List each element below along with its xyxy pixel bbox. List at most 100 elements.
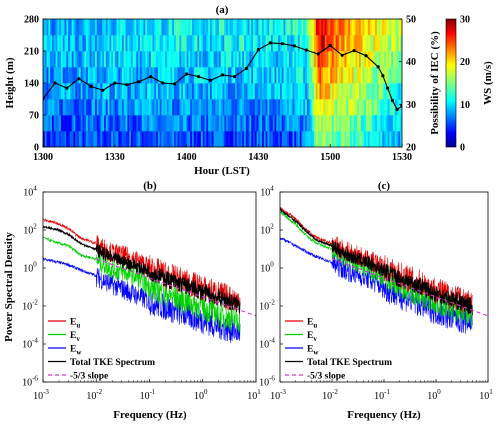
heatmap-cell xyxy=(367,115,371,132)
heatmap-cell xyxy=(190,115,193,132)
heatmap-cell xyxy=(55,115,58,132)
heatmap-cell xyxy=(84,83,87,100)
heatmap-cell xyxy=(317,67,320,84)
heatmap-cell xyxy=(59,99,62,116)
heatmap-cell xyxy=(98,67,101,84)
heatmap-cell xyxy=(43,19,46,36)
heatmap-cell xyxy=(274,99,277,116)
heatmap-cell xyxy=(132,67,135,84)
heatmap-cell xyxy=(375,99,378,116)
heatmap-cell xyxy=(170,131,173,147)
y-tick-label: 10-2 xyxy=(259,299,275,313)
heatmap-cell xyxy=(305,67,308,84)
heatmap-cell xyxy=(191,115,195,132)
heatmap-cell xyxy=(319,99,322,116)
heatmap-cell xyxy=(168,19,171,36)
heatmap-cell xyxy=(323,83,326,100)
heatmap-cell xyxy=(213,35,216,52)
heatmap-cell xyxy=(157,115,161,132)
heatmap-cell xyxy=(244,99,247,116)
heatmap-cell xyxy=(349,51,353,68)
heatmap-cell xyxy=(276,51,279,68)
heatmap-cell xyxy=(199,67,202,84)
heatmap-cell xyxy=(157,67,161,84)
heatmap-cell xyxy=(188,99,191,116)
heatmap-cell xyxy=(328,51,331,68)
heatmap-cell xyxy=(332,35,335,52)
panel-a-xlabel: Hour (LST) xyxy=(194,165,250,177)
heatmap-cell xyxy=(113,115,116,132)
heatmap-cell xyxy=(59,83,62,100)
heatmap-cell xyxy=(48,19,51,36)
heatmap-cell xyxy=(346,35,349,52)
heatmap-cell xyxy=(136,19,139,36)
heatmap-cell xyxy=(261,35,265,52)
heatmap-cell xyxy=(251,131,254,147)
heatmap-cell xyxy=(317,131,320,147)
heatmap-cell xyxy=(332,19,335,36)
heatmap-cell xyxy=(181,19,184,36)
heatmap-cell xyxy=(200,35,204,52)
heatmap-cell xyxy=(53,115,56,132)
heatmap-cell xyxy=(104,19,107,36)
heatmap-cell xyxy=(261,99,265,116)
iec-point xyxy=(113,81,117,85)
heatmap-cell xyxy=(281,83,284,100)
heatmap-cell xyxy=(332,115,335,132)
heatmap-cell xyxy=(53,67,56,84)
iec-point xyxy=(89,84,93,88)
heatmap-cell xyxy=(163,83,166,100)
heatmap-cell xyxy=(170,67,173,84)
heatmap-cell xyxy=(95,115,98,132)
heatmap-cell xyxy=(314,35,317,52)
heatmap-cell xyxy=(301,19,304,36)
heatmap-cell xyxy=(371,19,374,36)
heatmap-cell xyxy=(217,83,220,100)
heatmap-cell xyxy=(118,67,121,84)
heatmap-cell xyxy=(150,131,153,147)
heatmap-cell xyxy=(296,83,299,100)
x-tick-label: 101 xyxy=(247,388,261,402)
heatmap-cell xyxy=(303,51,306,68)
heatmap-cell xyxy=(346,115,349,132)
heatmap-cell xyxy=(229,83,232,100)
heatmap-cell xyxy=(274,115,277,132)
heatmap-cell xyxy=(385,51,388,68)
heatmap-cell xyxy=(69,131,73,147)
heatmap-cell xyxy=(75,35,78,52)
heatmap-cell xyxy=(141,131,144,147)
heatmap-cell xyxy=(78,19,82,36)
heatmap-cell xyxy=(251,83,254,100)
spectrum-line xyxy=(43,236,241,334)
heatmap-cell xyxy=(218,19,222,36)
heatmap-cell xyxy=(306,83,310,100)
heatmap-cell xyxy=(157,99,161,116)
heatmap-cell xyxy=(256,115,259,132)
heatmap-cell xyxy=(193,83,196,100)
heatmap-cell xyxy=(301,115,304,132)
heatmap-cell xyxy=(59,19,62,36)
heatmap-cell xyxy=(238,51,241,68)
heatmap-cell xyxy=(324,83,327,100)
heatmap-cell xyxy=(66,19,69,36)
heatmap-cell xyxy=(375,83,378,100)
heatmap-cell xyxy=(253,99,256,116)
heatmap-cell xyxy=(238,35,241,52)
heatmap-cell xyxy=(378,67,381,84)
heatmap-cell xyxy=(116,131,119,147)
heatmap-cell xyxy=(385,115,388,132)
heatmap-cell xyxy=(208,131,211,147)
heatmap-cell xyxy=(253,51,256,68)
heatmap-cell xyxy=(387,51,390,68)
heatmap-cell xyxy=(156,51,159,68)
panel-a-ylabel: Height (m) xyxy=(4,57,16,108)
heatmap-cell xyxy=(398,83,401,100)
heatmap-cell xyxy=(152,115,155,132)
heatmap-cell xyxy=(183,35,186,52)
heatmap-cell xyxy=(321,51,324,68)
heatmap-cell xyxy=(349,115,353,132)
heatmap-cell xyxy=(69,99,73,116)
heatmap-cell xyxy=(186,19,189,36)
